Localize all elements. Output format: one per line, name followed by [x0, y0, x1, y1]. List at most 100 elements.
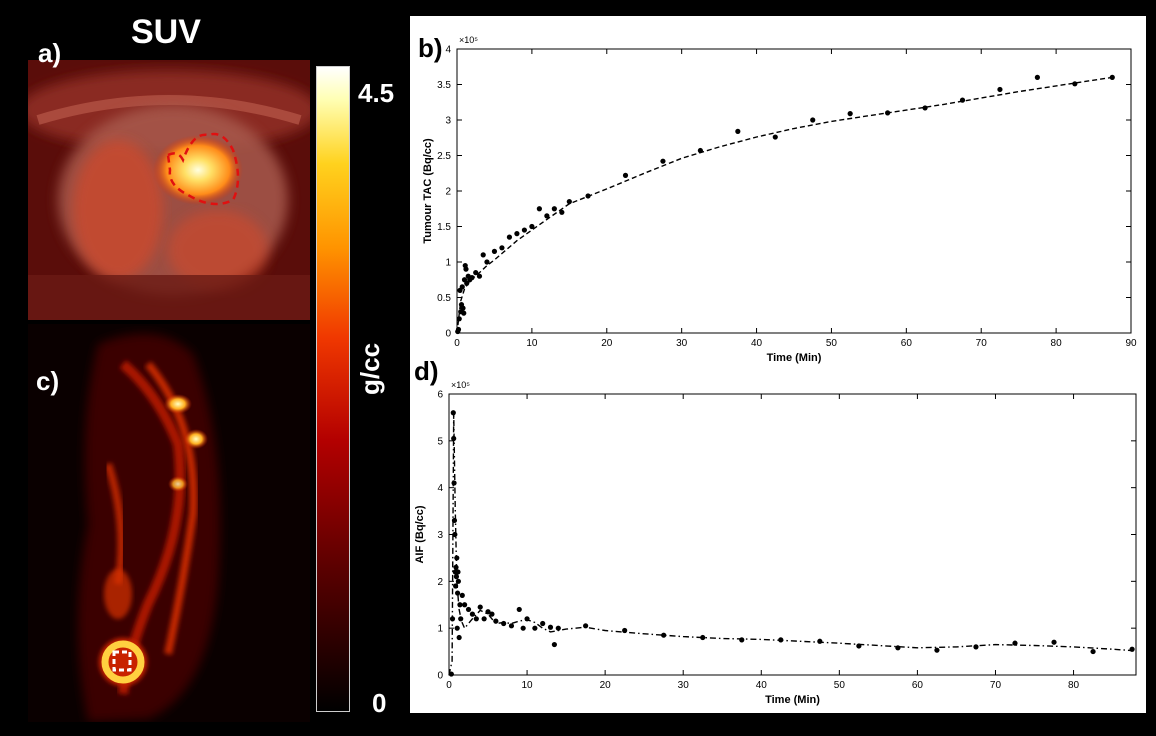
data-point [480, 252, 486, 258]
y-exponent-label: ×10⁵ [459, 35, 478, 45]
y-tick-label: 5 [437, 436, 443, 447]
body-sagittal-svg [28, 324, 310, 722]
data-point [457, 602, 463, 608]
x-tick-label: 0 [454, 338, 460, 349]
data-point [506, 234, 513, 240]
data-point [997, 86, 1003, 93]
x-tick-label: 30 [678, 680, 690, 691]
fit-line [448, 412, 1133, 676]
brain-slice-image [28, 60, 310, 320]
x-tick-label: 60 [912, 680, 924, 691]
colorbar-unit-label: g/cc [355, 342, 385, 395]
panel-b-label: b) [418, 33, 443, 63]
data-point [1090, 648, 1096, 655]
data-point [847, 111, 853, 117]
y-tick-label: 0 [437, 671, 443, 682]
axes-frame [456, 48, 1132, 334]
colorbar-max-label: 4.5 [358, 78, 395, 108]
data-point [501, 620, 507, 627]
data-point [529, 223, 535, 230]
x-tick-label: 0 [446, 680, 452, 691]
panel-a-label: a) [38, 38, 62, 68]
data-point [484, 259, 490, 265]
y-tick-label: 2.5 [437, 151, 451, 162]
x-tick-label: 10 [522, 680, 534, 691]
y-tick-label: 3 [445, 116, 451, 127]
suv-colorbar [316, 66, 350, 712]
data-point [508, 623, 515, 629]
data-point [1034, 74, 1040, 80]
data-point [544, 213, 550, 219]
data-point [499, 245, 505, 251]
y-tick-label: 2 [445, 187, 451, 198]
data-point [700, 634, 706, 641]
x-tick-label: 50 [826, 338, 838, 349]
y-tick-label: 4 [445, 45, 451, 56]
colorbar-min-label: 0 [372, 688, 387, 718]
y-tick-label: 0 [445, 329, 451, 340]
x-tick-label: 40 [751, 338, 763, 349]
data-point [481, 616, 487, 622]
data-point [772, 134, 778, 140]
charts-panel: 0 10 20 30 40 50 60 70 80 90 0 0.5 1 1.5 2 2.5 3 3.5 4 ×10⁵… [410, 16, 1146, 713]
data-point [739, 637, 745, 643]
data-point [454, 590, 461, 596]
data-point [469, 275, 475, 281]
data-point [810, 117, 816, 123]
data-point [463, 266, 469, 272]
data-point [454, 625, 460, 631]
brain-slice-svg [28, 60, 310, 320]
panel-d-label: d) [414, 356, 439, 386]
x-tick-label: 60 [901, 338, 913, 349]
data-point [514, 231, 520, 237]
y-tick-label: 4 [437, 483, 443, 494]
data-point [456, 634, 462, 641]
data-point [536, 206, 542, 212]
y-tick-label: 6 [437, 390, 443, 401]
y-tick-label: 2 [437, 577, 443, 588]
data-point [622, 172, 629, 178]
data-point [520, 625, 526, 631]
y-axis-label: Tumour TAC (Bq/cc) [422, 138, 434, 244]
data-point [817, 638, 823, 644]
y-tick-label: 3.5 [437, 80, 451, 91]
data-point [559, 209, 565, 215]
data-point [491, 248, 498, 254]
data-point [895, 645, 901, 651]
y-tick-label: 0.5 [437, 293, 451, 304]
data-point [1051, 639, 1057, 645]
x-tick-label: 40 [756, 680, 768, 691]
data-point [551, 206, 557, 212]
data-point [469, 611, 476, 617]
x-tick-label: 10 [526, 338, 538, 349]
data-point [735, 128, 741, 134]
data-point [489, 611, 495, 617]
x-tick-label: 90 [1125, 338, 1137, 349]
data-point [462, 602, 468, 608]
data-point [660, 158, 666, 164]
data-point [521, 227, 527, 233]
data-point [465, 606, 472, 613]
fit-line [456, 76, 1113, 334]
suv-title: SUV [131, 13, 201, 51]
x-tick-label: 80 [1051, 338, 1063, 349]
x-tick-label: 70 [976, 338, 988, 349]
axes-frame [448, 393, 1137, 676]
panel-c-label: c) [36, 366, 60, 396]
data-point [973, 644, 979, 650]
x-tick-label: 80 [1068, 680, 1080, 691]
data-point [934, 647, 940, 653]
y-tick-label: 3 [437, 530, 443, 541]
data-point [566, 199, 572, 205]
data-point [547, 624, 554, 630]
x-tick-label: 70 [990, 680, 1002, 691]
data-point [477, 604, 483, 610]
y-exponent-label: ×10⁵ [451, 380, 470, 390]
x-axis-label: Time (Min) [767, 352, 822, 364]
x-tick-label: 20 [601, 338, 613, 349]
x-axis-label: Time (Min) [765, 694, 820, 706]
data-point [460, 305, 466, 311]
data-point [1072, 81, 1078, 87]
data-point [476, 273, 483, 279]
data-point [450, 410, 456, 416]
